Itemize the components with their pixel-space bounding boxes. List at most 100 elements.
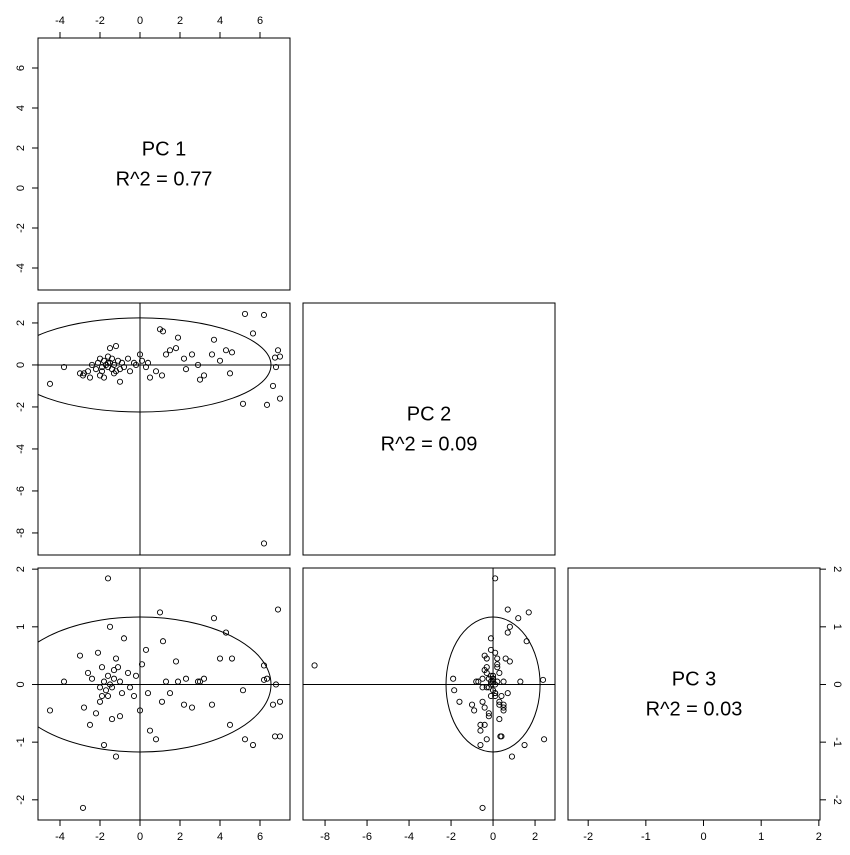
r-squared-label: R^2 = 0.77 [116,168,213,190]
point [475,678,482,685]
x-tick-label: 2 [177,15,183,27]
y-tick-label: -8 [15,528,27,538]
point [106,623,114,630]
panel-content [303,568,555,820]
point [104,692,112,700]
y-tick-label: 2 [15,566,27,572]
y-tick-label: -4 [15,444,27,454]
point [228,655,236,662]
point [108,716,116,723]
point [521,741,528,749]
point [506,623,513,630]
point [226,370,234,377]
point [100,374,108,381]
point [174,678,182,685]
point [84,669,92,677]
point [492,575,499,582]
point [60,678,68,685]
point [92,710,100,717]
point [508,753,516,760]
y-tick-label: -2 [15,795,27,805]
point [112,342,120,350]
point [249,330,257,337]
point [222,629,230,636]
point [492,692,499,700]
point [494,655,501,662]
point [159,638,167,645]
x-tick-label: 0 [137,15,143,27]
point [500,707,507,714]
point [276,698,284,705]
point [468,701,476,708]
point [498,692,505,700]
point [172,658,180,665]
point [120,635,128,642]
point [249,741,257,749]
point [159,328,167,335]
point [106,681,114,688]
point [182,675,190,682]
point [481,704,488,711]
point [104,672,112,679]
point [86,721,94,728]
r-squared-label: R^2 = 0.03 [646,698,743,720]
point [456,698,463,705]
point [100,678,108,685]
point [487,692,495,700]
point [477,727,484,734]
point [485,713,492,720]
x-tick-label: 4 [217,15,223,27]
point [498,733,505,740]
point [110,370,118,377]
point [136,707,144,714]
point [477,721,484,728]
point [485,675,492,682]
y-tick-label: 0 [15,185,27,191]
diagonal-label: PC 3 [672,668,716,690]
panel-frame [37,567,291,821]
x-tick-label: 0 [700,831,706,843]
x-tick-label: -2 [95,831,105,843]
point [228,349,236,356]
point [269,701,277,708]
point [94,649,102,656]
x-tick-label: -2 [583,831,593,843]
point [479,698,486,705]
x-tick-label: -2 [95,15,105,27]
point [114,357,122,364]
point [180,355,188,362]
point [106,345,114,352]
point [479,684,486,691]
point [188,704,196,711]
point [166,347,174,354]
y-tick-label: 0 [15,362,27,368]
point [104,575,112,582]
point [485,710,492,717]
x-tick-label: 0 [137,831,143,843]
point [132,361,140,369]
x-tick-label: 4 [217,831,223,843]
point [311,662,318,669]
ellipse [38,317,272,413]
point [118,690,126,697]
point [200,675,208,682]
point [260,311,268,319]
point [481,721,488,728]
point [483,736,490,743]
panel-frame [37,37,291,291]
point [496,698,503,705]
point [276,733,284,740]
point [272,681,280,688]
point [489,672,497,679]
x-tick-label: 2 [177,831,183,843]
point [46,380,54,387]
point [152,736,160,743]
r-squared-label: R^2 = 0.09 [381,433,478,455]
point [216,357,224,364]
point [473,678,480,685]
point [116,378,124,385]
point [188,351,196,358]
y-tick-label: 2 [15,320,27,326]
panel-content [38,568,290,820]
